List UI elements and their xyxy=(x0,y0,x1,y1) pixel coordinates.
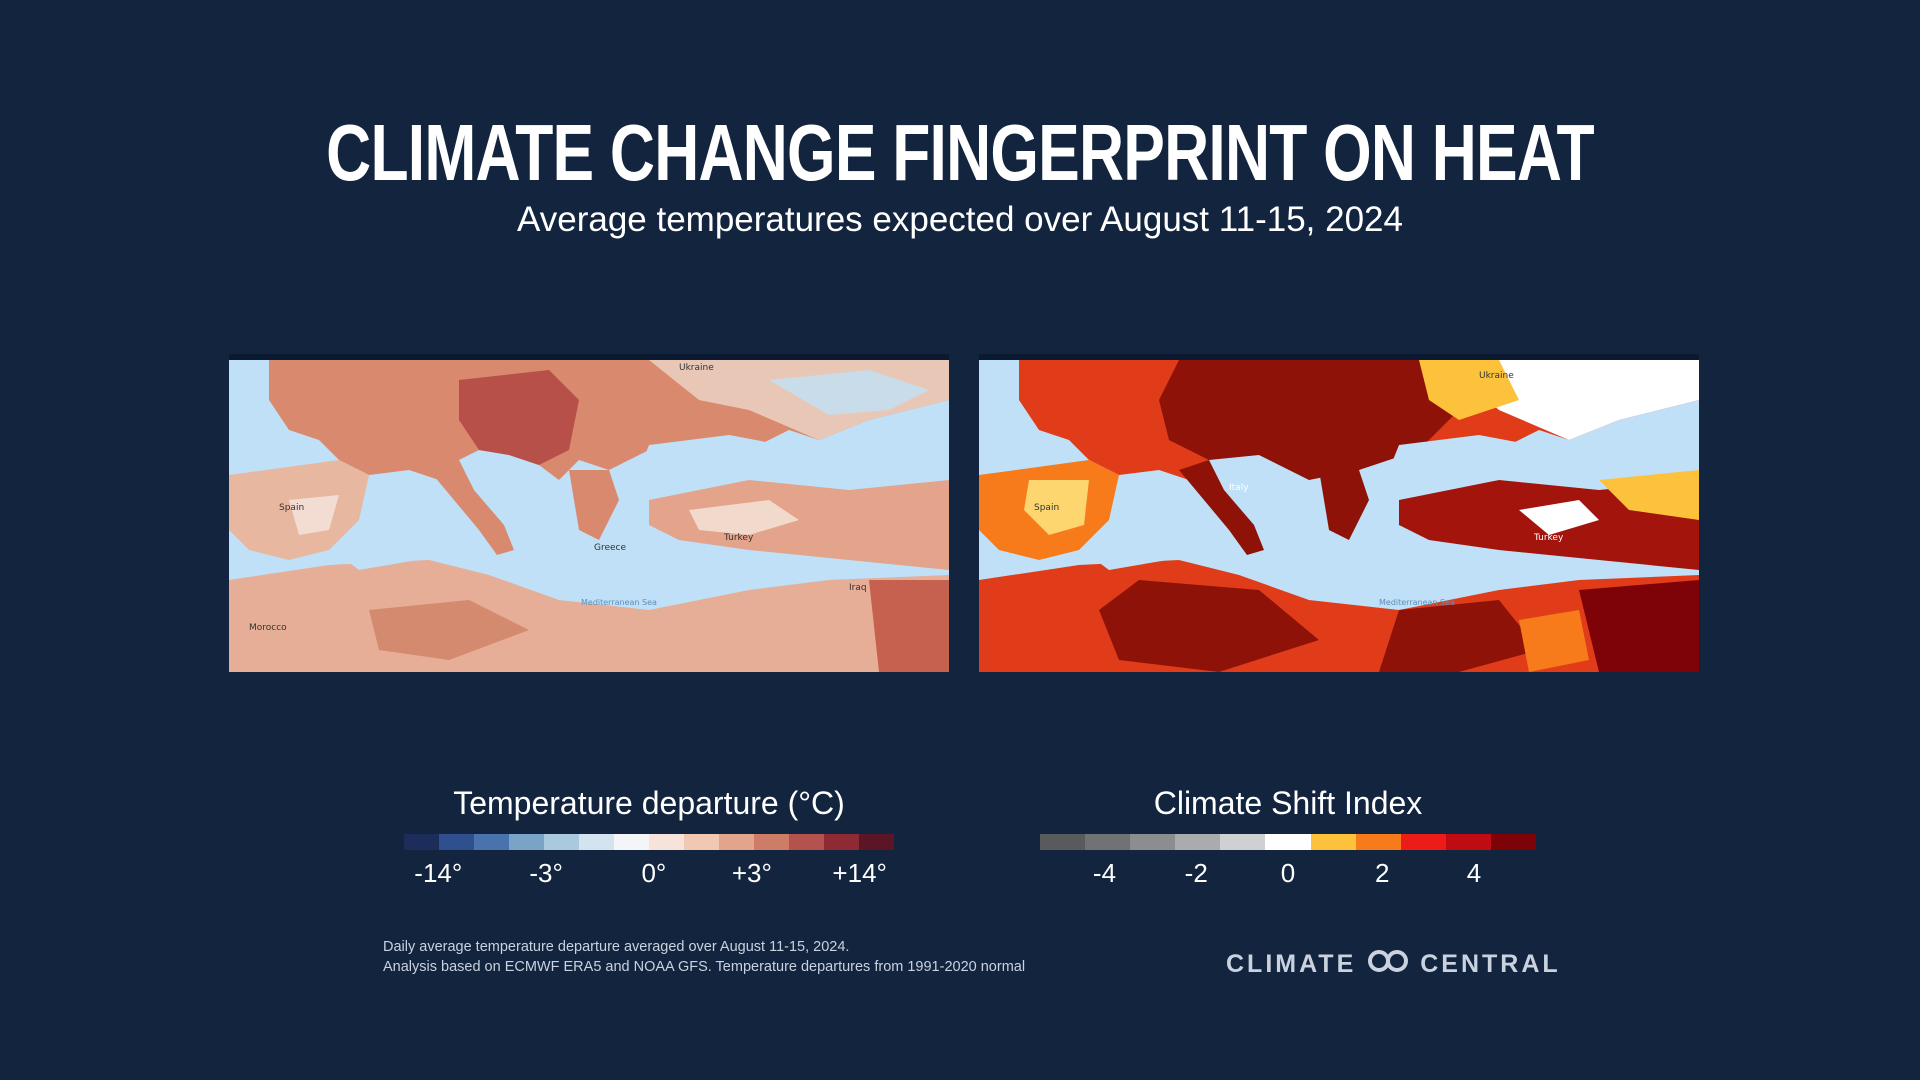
csi-swatch xyxy=(1175,834,1221,850)
csi-swatch xyxy=(1445,834,1491,850)
csi-swatch xyxy=(1130,834,1176,850)
csi-ticks: -4 -2 0 2 4 xyxy=(1040,858,1536,898)
page-subtitle: Average temperatures expected over Augus… xyxy=(517,200,1403,239)
csi-tick-label: -2 xyxy=(1184,858,1208,888)
temperature-swatch xyxy=(649,834,684,850)
csi-legend: Climate Shift Index -4 -2 0 2 4 xyxy=(1040,780,1537,898)
temperature-tick-label: -3° xyxy=(529,858,563,888)
temperature-swatch xyxy=(754,834,789,850)
svg-text:Iraq: Iraq xyxy=(849,583,867,593)
csi-tick-label: -4 xyxy=(1092,858,1117,888)
csi-swatch xyxy=(1355,834,1401,850)
svg-text:Greece: Greece xyxy=(594,543,626,553)
svg-text:Ukraine: Ukraine xyxy=(679,363,714,373)
svg-text:Morocco: Morocco xyxy=(249,623,287,633)
temperature-swatch xyxy=(544,834,579,850)
climate-central-logo: CLIMATE CENTRAL xyxy=(1226,948,1561,981)
svg-text:Mediterranean Sea: Mediterranean Sea xyxy=(1379,598,1455,607)
temperature-tick-label: +14° xyxy=(832,858,887,888)
csi-tick-label: 2 xyxy=(1375,858,1390,888)
temperature-swatch xyxy=(719,834,754,850)
svg-text:Turkey: Turkey xyxy=(723,533,754,543)
temperature-swatch xyxy=(824,834,859,850)
csi-tick-label: 4 xyxy=(1466,858,1482,888)
temperature-tick-label: -14° xyxy=(414,858,463,888)
temperature-color-scale xyxy=(404,834,894,850)
climate-shift-index-map: Ukraine Spain Turkey Italy Mediterranean… xyxy=(979,354,1699,672)
temperature-tick-label: 0° xyxy=(641,858,667,888)
brand-right: CENTRAL xyxy=(1420,950,1561,978)
csi-swatch xyxy=(1400,834,1446,850)
csi-swatch xyxy=(1265,834,1311,850)
page-title: CLIMATE CHANGE FINGERPRINT ON HEAT xyxy=(326,108,1594,197)
csi-swatch xyxy=(1490,834,1537,850)
temperature-swatch xyxy=(859,834,894,850)
temperature-swatch xyxy=(509,834,544,850)
temperature-swatch xyxy=(474,834,509,850)
csi-legend-title: Climate Shift Index xyxy=(1153,785,1423,821)
temperature-tick-label: +3° xyxy=(731,858,772,888)
temperature-swatch xyxy=(789,834,824,850)
csi-swatch xyxy=(1085,834,1131,850)
svg-text:Spain: Spain xyxy=(279,503,304,513)
csi-swatch xyxy=(1220,834,1266,850)
temperature-swatch xyxy=(579,834,614,850)
temperature-swatch xyxy=(614,834,649,850)
temperature-swatch xyxy=(684,834,719,850)
infinity-rings-icon xyxy=(1364,948,1412,981)
svg-text:Spain: Spain xyxy=(1034,503,1059,513)
svg-text:Mediterranean Sea: Mediterranean Sea xyxy=(581,598,657,607)
csi-color-scale xyxy=(1040,834,1537,850)
csi-tick-label: 0 xyxy=(1280,858,1296,888)
csi-swatch xyxy=(1310,834,1356,850)
temperature-departure-map: Ukraine Spain Turkey Greece Mediterranea… xyxy=(229,354,949,672)
temperature-legend: Temperature departure (°C) -14° -3° 0° +3° +… xyxy=(404,780,894,898)
footnote-line-2: Analysis based on ECMWF ERA5 and NOAA GF… xyxy=(383,959,1026,975)
temperature-swatch xyxy=(439,834,474,850)
footnote-line-1: Daily average temperature departure aver… xyxy=(383,939,850,955)
svg-text:Turkey: Turkey xyxy=(1533,533,1564,543)
temperature-legend-title: Temperature departure (°C) xyxy=(453,785,845,821)
temperature-ticks: -14° -3° 0° +3° +14° xyxy=(404,858,894,898)
svg-text:Italy: Italy xyxy=(1229,483,1249,493)
brand-left: CLIMATE xyxy=(1226,950,1357,978)
footnote: Daily average temperature departure aver… xyxy=(383,937,1025,977)
csi-swatch xyxy=(1040,834,1086,850)
temperature-swatch xyxy=(404,834,439,850)
svg-text:Ukraine: Ukraine xyxy=(1479,371,1514,381)
